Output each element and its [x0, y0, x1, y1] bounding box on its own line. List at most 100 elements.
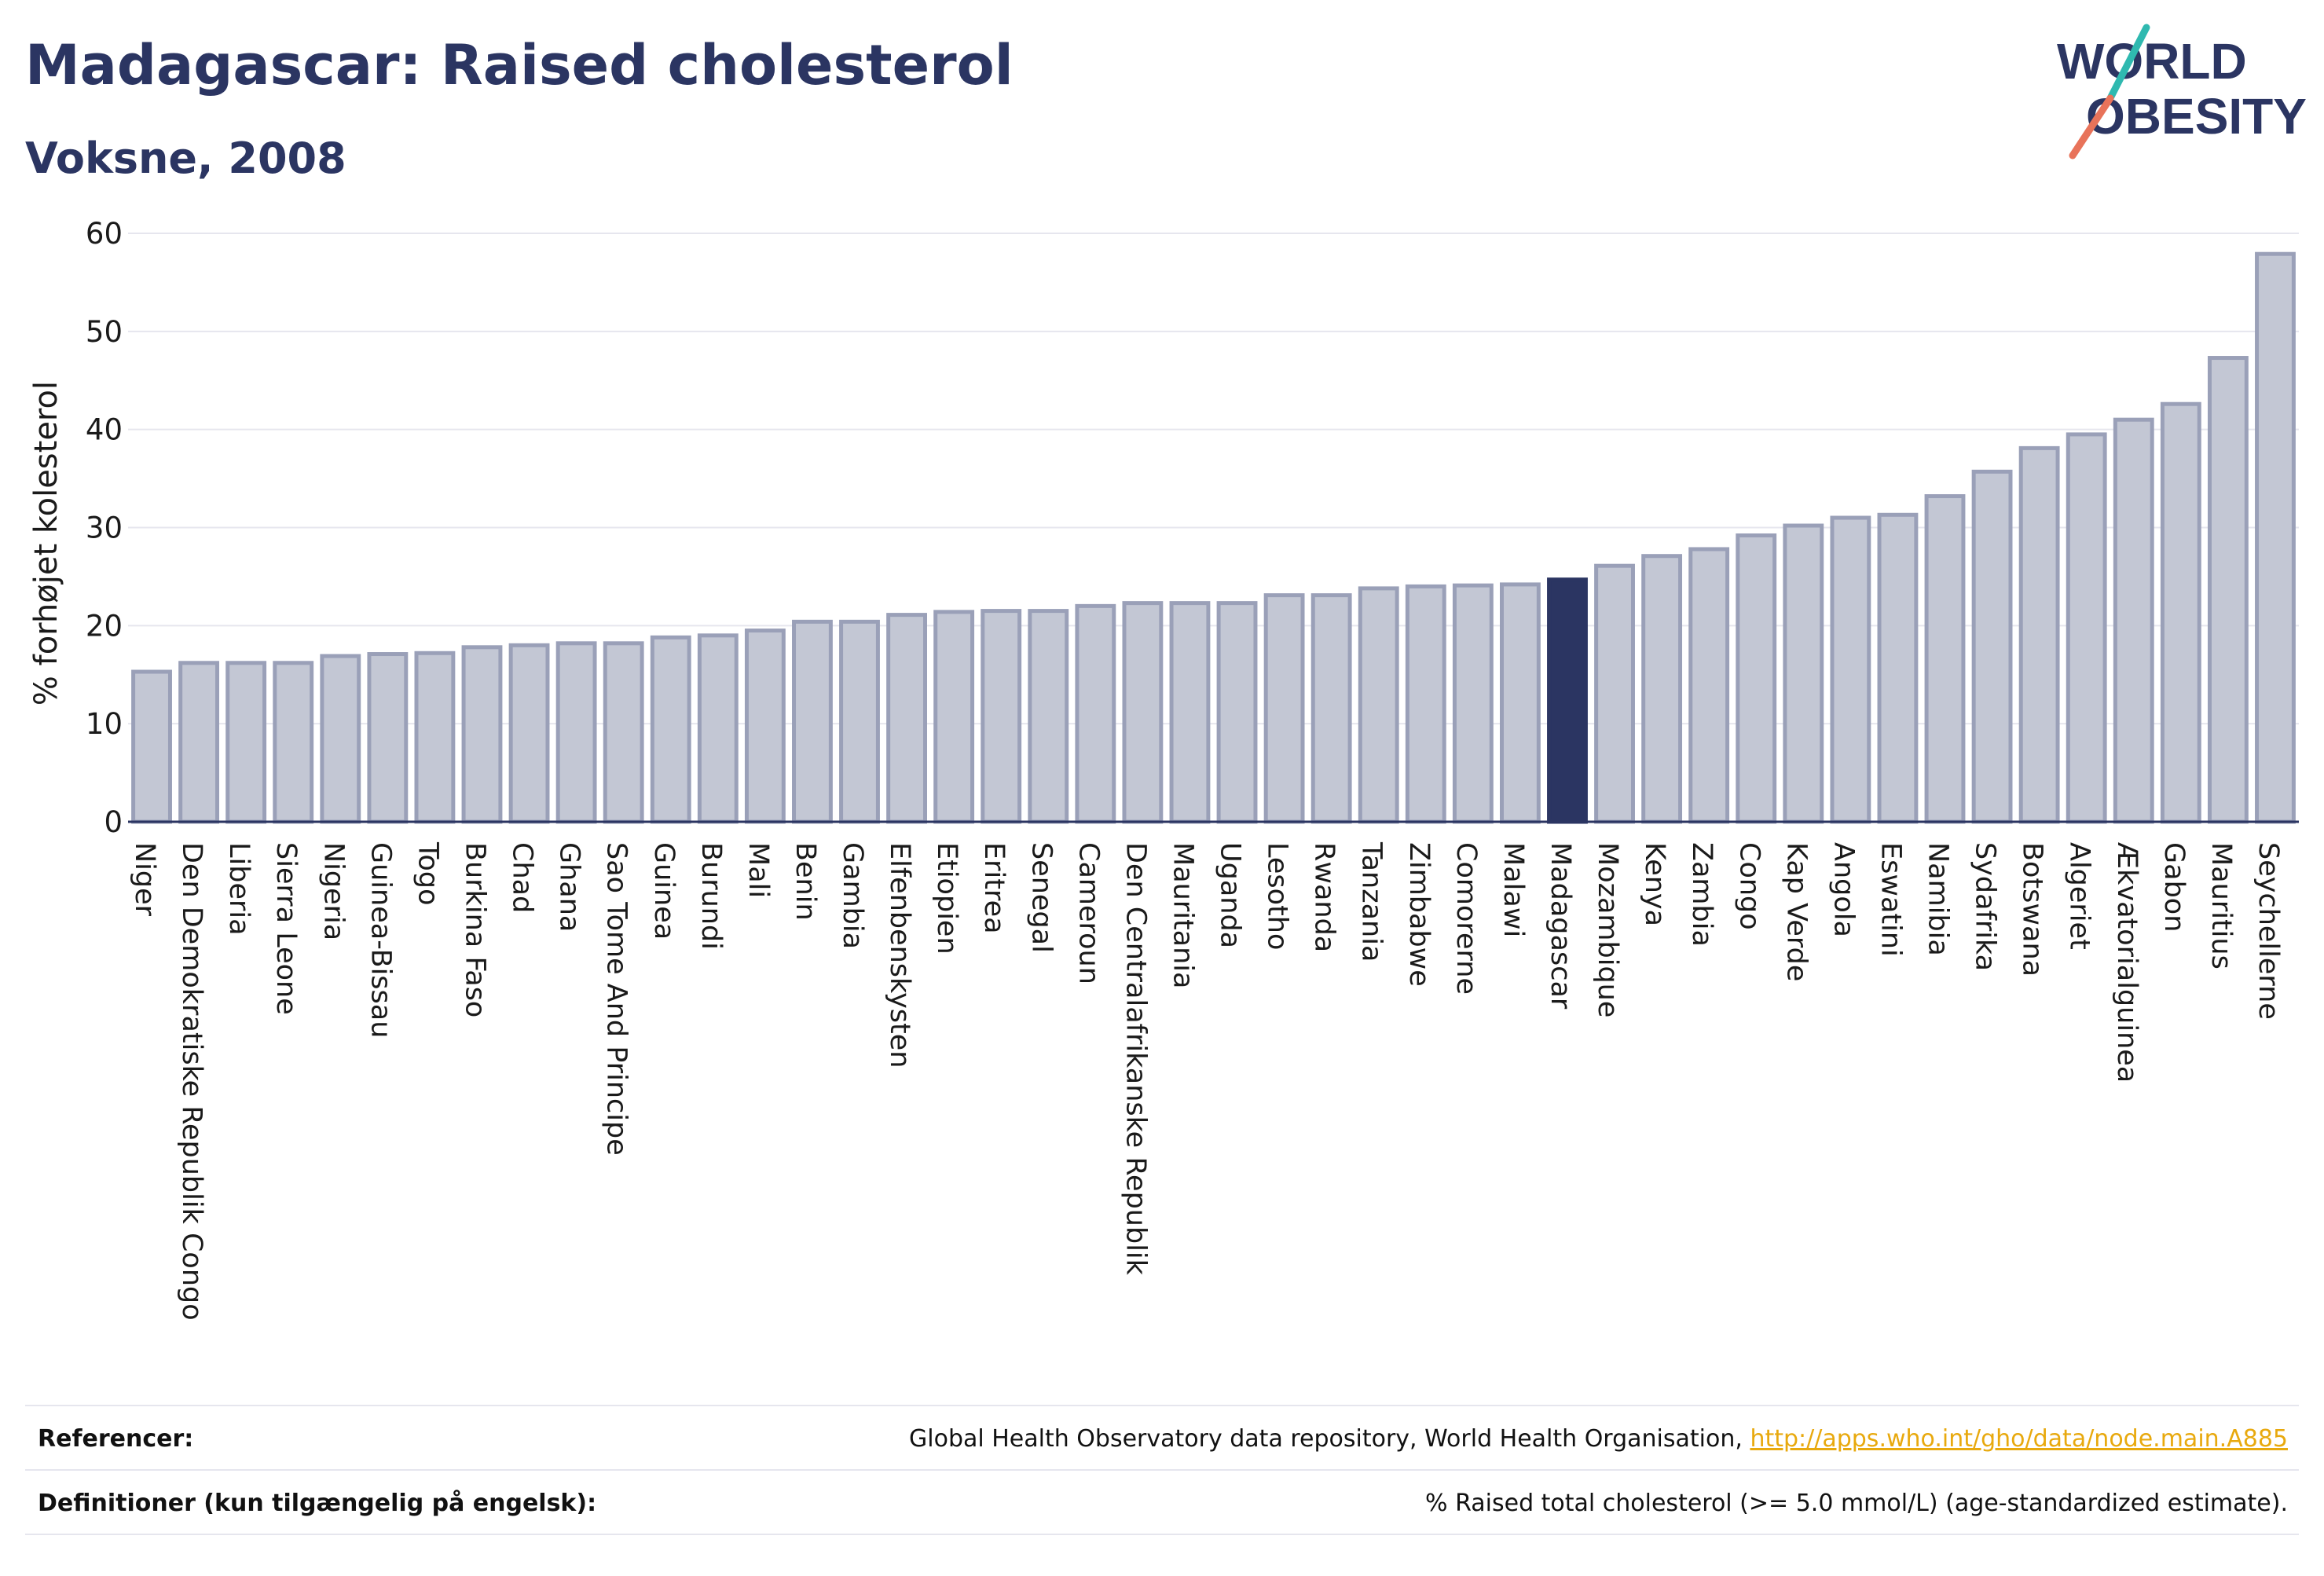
bar-cameroun[interactable] — [1075, 603, 1116, 824]
logo-text-world: WORLD — [2057, 33, 2247, 90]
bar-chad[interactable] — [508, 643, 550, 824]
bar-elfenbenskysten[interactable] — [886, 613, 928, 824]
bar-etiopien[interactable] — [933, 610, 975, 824]
bar-namibia[interactable] — [1924, 494, 1966, 824]
bar-uganda[interactable] — [1216, 601, 1258, 824]
x-tick-label: Botswana — [2017, 842, 2048, 977]
bar-rwanda[interactable] — [1310, 593, 1352, 824]
bar-malawi[interactable] — [1499, 582, 1541, 824]
x-tick-label: Kenya — [1639, 842, 1670, 926]
x-tick-label: Etiopien — [931, 842, 962, 955]
bar-comorerne[interactable] — [1452, 583, 1494, 824]
definitions-value: % Raised total cholesterol (>= 5.0 mmol/… — [1425, 1490, 2288, 1517]
bar-madagascar[interactable] — [1547, 577, 1588, 824]
chart-title: Madagascar: Raised cholesterol — [25, 33, 1014, 97]
y-tick-label: 30 — [86, 511, 123, 545]
x-tick-label: Mali — [742, 842, 774, 898]
x-tick-label: Namibia — [1923, 842, 1954, 956]
bar-liberia[interactable] — [225, 661, 267, 824]
bar-zimbabwe[interactable] — [1405, 584, 1446, 824]
x-tick-label: Sao Tome And Principe — [601, 842, 632, 1156]
x-tick-label: Malawi — [1497, 842, 1529, 937]
x-tick-label: Elfenbenskysten — [884, 842, 915, 1068]
x-tick-label: Lesotho — [1262, 842, 1293, 950]
bar-eritrea[interactable] — [981, 609, 1022, 824]
references-link[interactable]: http://apps.who.int/gho/data/node.main.A… — [1750, 1425, 2288, 1453]
x-tick-label: Ghana — [554, 842, 585, 932]
bar-congo[interactable] — [1736, 533, 1777, 824]
bar-ghana[interactable] — [555, 641, 597, 824]
bar-togo[interactable] — [414, 651, 456, 824]
bar-sierra-leone[interactable] — [273, 661, 314, 824]
references-text: Global Health Observatory data repositor… — [909, 1425, 1750, 1453]
chart-subtitle: Voksne, 2008 — [25, 134, 346, 183]
bar-eswatini[interactable] — [1877, 512, 1919, 824]
x-tick-label: Togo — [412, 841, 443, 905]
x-tick-label: Liberia — [223, 842, 255, 936]
bar-den-demokratiske-republik-congo[interactable] — [178, 661, 220, 824]
bar-gabon[interactable] — [2160, 401, 2201, 824]
bar-niger[interactable] — [131, 669, 172, 824]
bar-seychellerne[interactable] — [2255, 251, 2296, 824]
bar-gambia[interactable] — [839, 619, 880, 824]
x-tick-label: Sydafrika — [1970, 842, 2001, 971]
x-tick-label: Zimbabwe — [1403, 842, 1435, 987]
x-tick-label: Sierra Leone — [270, 842, 302, 1015]
y-tick-label: 0 — [104, 805, 123, 839]
x-tick-label: Cameroun — [1072, 842, 1104, 984]
x-tick-label: Eritrea — [978, 842, 1010, 934]
bar-guinea[interactable] — [650, 635, 691, 824]
x-tick-label: Seychellerne — [2253, 842, 2284, 1020]
x-tick-label: Den Centralafrikanske Republik — [1120, 842, 1151, 1276]
x-tick-label: Senegal — [1025, 842, 1057, 953]
y-tick-label: 10 — [86, 707, 123, 741]
bars — [131, 251, 2296, 824]
x-tick-label: Niger — [129, 842, 160, 917]
x-tick-label: Guinea — [648, 842, 680, 940]
bar-mali[interactable] — [744, 629, 786, 824]
bar-guinea-bissau[interactable] — [367, 652, 409, 824]
y-axis-ticks: 0 10 20 30 40 50 60 — [86, 217, 123, 839]
x-tick-label: Burkina Faso — [459, 842, 490, 1017]
bar-sao-tome-and-principe[interactable] — [603, 641, 644, 824]
x-tick-label: Mozambique — [1592, 842, 1623, 1017]
bar-kap-verde[interactable] — [1783, 523, 1824, 824]
bar-botswana[interactable] — [2018, 445, 2060, 824]
x-tick-label: Burundi — [695, 842, 727, 950]
x-tick-label: Mauritius — [2205, 842, 2237, 969]
x-tick-label: Kap Verde — [1780, 842, 1812, 981]
bar-senegal[interactable] — [1028, 609, 1069, 824]
x-tick-label: Uganda — [1215, 842, 1246, 948]
x-tick-label: Nigeria — [317, 842, 349, 940]
bar-algeriet[interactable] — [2066, 432, 2107, 824]
y-tick-label: 20 — [86, 609, 123, 643]
bar-kenya[interactable] — [1641, 554, 1683, 824]
bar-benin[interactable] — [792, 619, 833, 824]
x-tick-label: Angola — [1827, 842, 1859, 937]
x-tick-label: Ækvatorialguinea — [2111, 842, 2143, 1083]
x-tick-label: Mauritania — [1167, 842, 1198, 988]
bar-angola[interactable] — [1830, 515, 1871, 824]
references-value: Global Health Observatory data repositor… — [909, 1425, 2288, 1453]
bar-burkina-faso[interactable] — [461, 645, 503, 824]
bar-den-centralafrikanske-republik[interactable] — [1122, 601, 1164, 824]
definitions-label: Definitioner (kun tilgængelig på engelsk… — [38, 1490, 597, 1517]
bar-mauritius[interactable] — [2207, 356, 2249, 824]
bar-mauritania[interactable] — [1169, 601, 1211, 824]
x-tick-label: Algeriet — [2064, 842, 2095, 950]
bar-zambia[interactable] — [1688, 547, 1730, 824]
world-obesity-logo: WORLD OBESITY — [2057, 24, 2307, 159]
bar-ækvatorialguinea[interactable] — [2113, 417, 2154, 824]
bar-lesotho[interactable] — [1263, 593, 1305, 824]
bar-burundi[interactable] — [697, 633, 739, 824]
bar-nigeria[interactable] — [320, 654, 361, 824]
bar-mozambique[interactable] — [1594, 563, 1635, 824]
x-tick-label: Den Demokratiske Republik Congo — [176, 842, 207, 1321]
x-axis-labels: Niger Den Demokratiske Republik Congo Libe… — [129, 841, 2284, 1321]
x-tick-label: Gambia — [837, 842, 868, 949]
bar-sydafrika[interactable] — [1971, 469, 2013, 824]
x-tick-label: Tanzania — [1356, 841, 1387, 962]
bar-tanzania[interactable] — [1358, 586, 1399, 824]
references-label: Referencer: — [38, 1425, 194, 1453]
logo-text-obesity: OBESITY — [2086, 88, 2307, 145]
